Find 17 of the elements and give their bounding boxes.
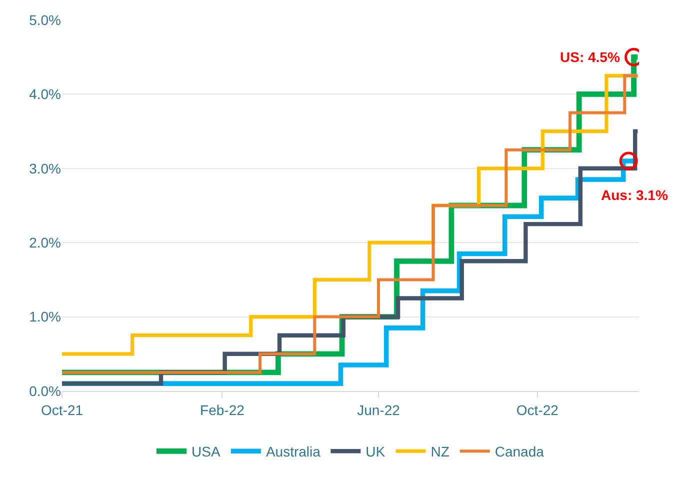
y-tick-label: 1.0% bbox=[29, 308, 61, 325]
y-tick-label: 4.0% bbox=[29, 86, 61, 102]
annotation: Aus: 3.1% bbox=[601, 187, 668, 203]
legend-label: UK bbox=[366, 444, 386, 460]
y-tick-label: 0.0% bbox=[29, 382, 61, 399]
x-tick-label: Oct-22 bbox=[516, 402, 559, 418]
y-tick-label: 2.0% bbox=[29, 234, 61, 250]
legend-label: Canada bbox=[494, 444, 544, 460]
x-tick-label: Jun-22 bbox=[357, 402, 400, 418]
legend-label: USA bbox=[192, 444, 221, 460]
x-tick-label: Oct-21 bbox=[40, 402, 84, 418]
x-tick-label: Feb-22 bbox=[200, 402, 245, 418]
annotation: US: 4.5% bbox=[560, 49, 620, 65]
legend-label: Australia bbox=[266, 444, 321, 460]
legend-label: NZ bbox=[430, 444, 450, 460]
y-tick-label: 3.0% bbox=[29, 160, 61, 176]
y-tick-label: 5.0% bbox=[29, 12, 61, 28]
